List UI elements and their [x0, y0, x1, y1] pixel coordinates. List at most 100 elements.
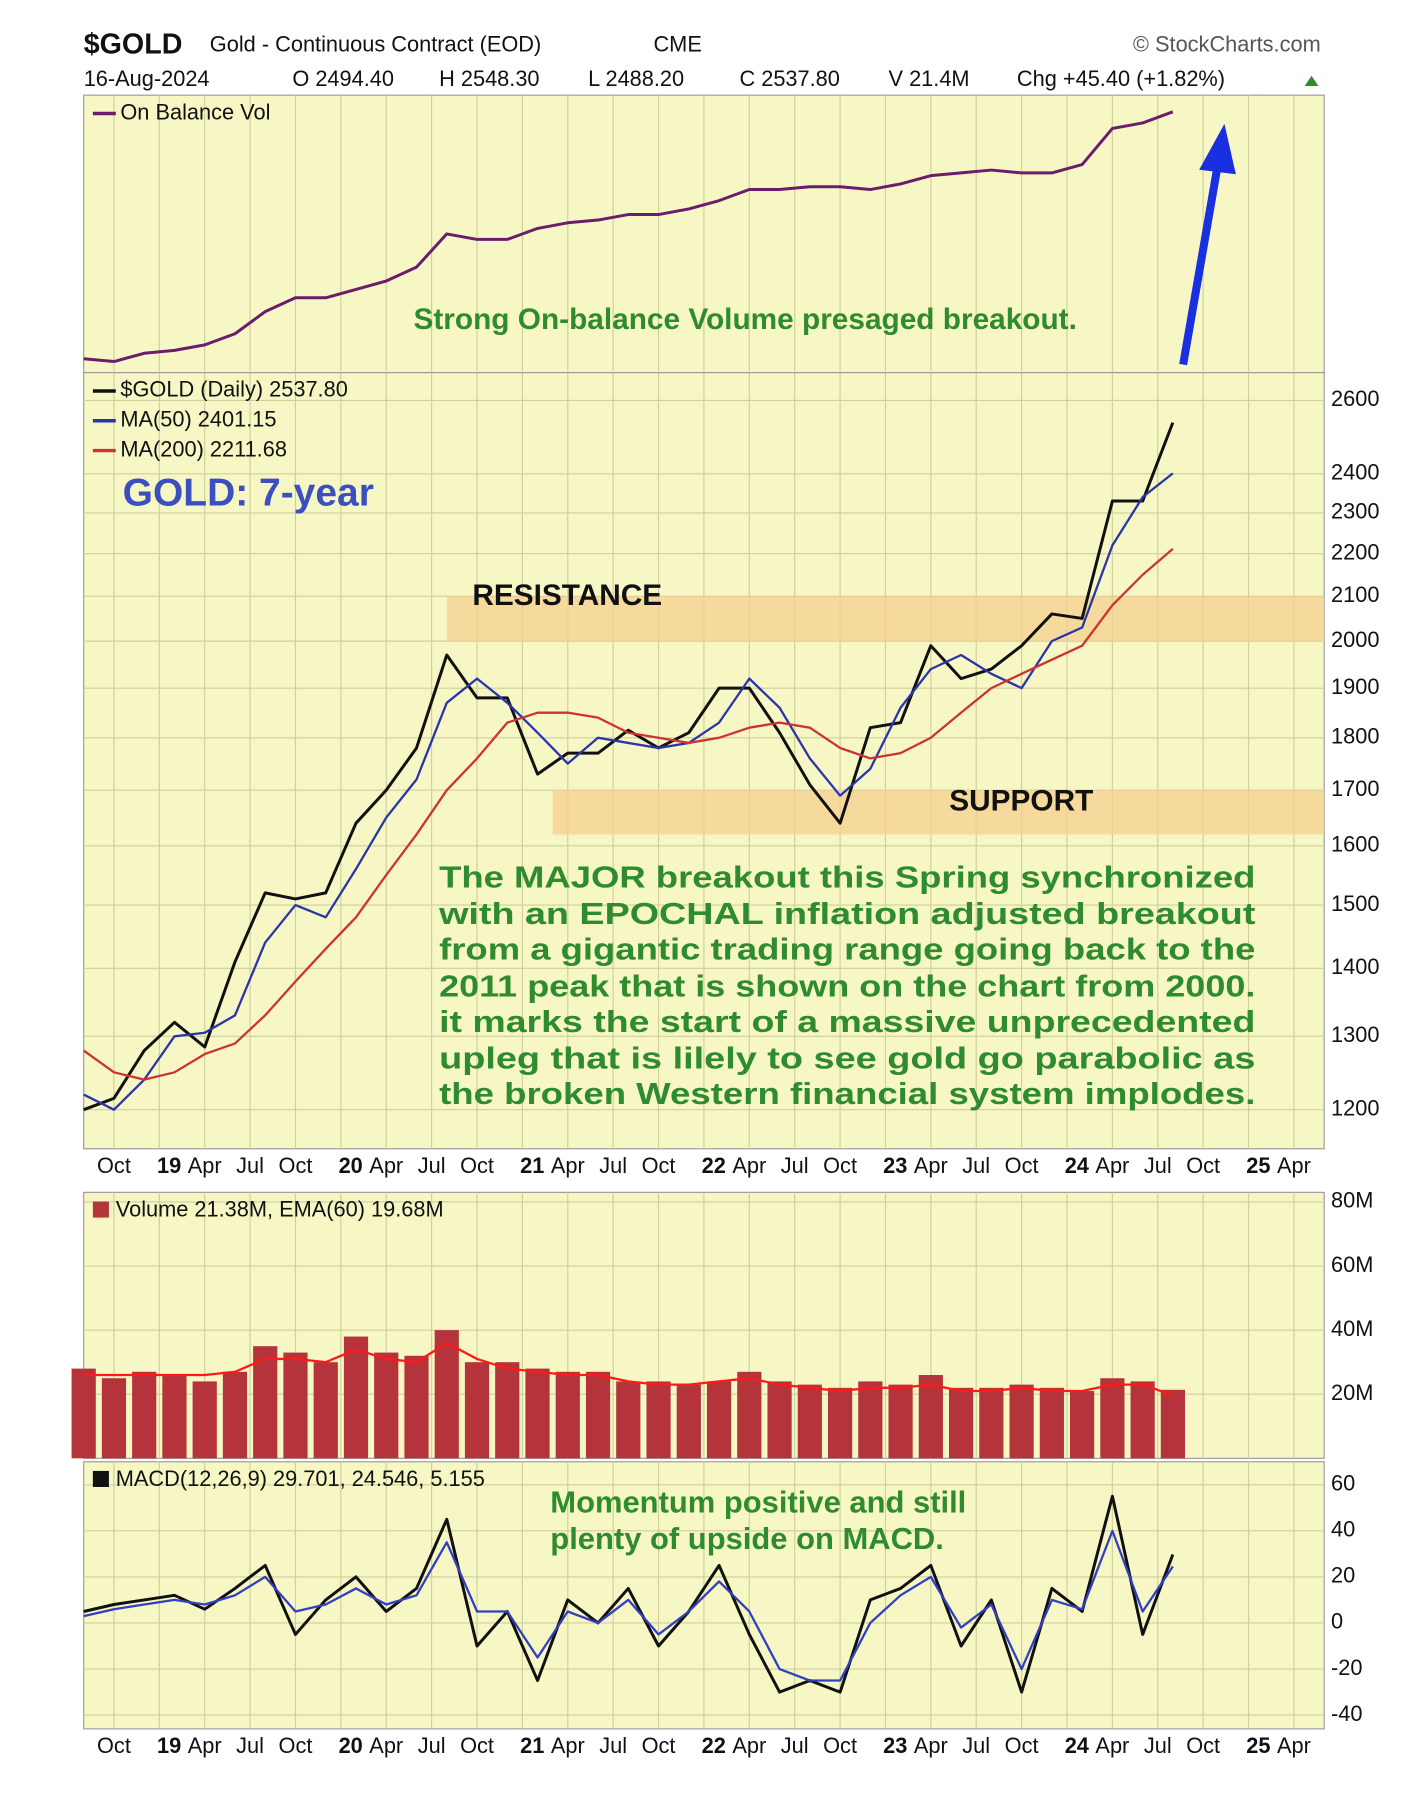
series-line: [83, 1529, 1174, 1682]
x-tick-label: Oct: [460, 1153, 494, 1178]
series-line: [83, 422, 1175, 1112]
series-line: [83, 110, 1174, 363]
date: 16-Aug-2024: [84, 66, 210, 91]
x-tick-label: Oct: [1005, 1153, 1039, 1178]
source: © StockCharts.com: [1133, 32, 1321, 57]
legend-label: On Balance Vol: [120, 99, 270, 124]
annotation: with an EPOCHAL inflation adjusted break…: [438, 896, 1255, 931]
y-tick-label: 40: [1331, 1517, 1355, 1542]
breakout-arrow: [1179, 123, 1236, 366]
x-tick-label: Apr: [369, 1733, 403, 1758]
legend-label: MACD(12,26,9) 29.701, 24.546, 5.155: [116, 1466, 485, 1491]
annotation: The MAJOR breakout this Spring synchroni…: [439, 860, 1255, 895]
x-tick-label: Apr: [732, 1153, 766, 1178]
volume-bar: [253, 1346, 278, 1459]
contract-name: Gold - Continuous Contract (EOD): [210, 32, 541, 57]
x-tick-label: Apr: [914, 1153, 948, 1178]
volume-bar: [827, 1387, 853, 1459]
annotation: plenty of upside on MACD.: [550, 1521, 944, 1556]
x-tick-label: 24: [1065, 1733, 1089, 1758]
volume-bar: [918, 1375, 943, 1459]
y-tick-label: -20: [1331, 1655, 1362, 1680]
symbol: $GOLD: [84, 28, 183, 60]
volume-bar: [343, 1336, 369, 1459]
series-line: [83, 1494, 1175, 1694]
volume-bar: [495, 1362, 520, 1459]
y-tick-label: 60M: [1331, 1252, 1373, 1277]
legend-label: MA(200) 2211.68: [120, 436, 287, 461]
volume-bar: [313, 1362, 338, 1459]
series-line: [83, 547, 1174, 1081]
y-tick-label: 0: [1331, 1609, 1343, 1634]
close: C 2537.80: [739, 66, 839, 91]
y-tick-label: 2300: [1331, 499, 1379, 524]
x-tick-label: Apr: [551, 1153, 585, 1178]
x-tick-label: 22: [702, 1153, 726, 1178]
volume-bar: [374, 1352, 399, 1459]
volume-bar: [616, 1381, 641, 1459]
volume-bar: [737, 1371, 762, 1459]
y-tick-label: 1600: [1331, 832, 1379, 857]
volume-bar: [888, 1384, 913, 1459]
volume-bar: [1009, 1384, 1034, 1459]
annotation: upleg that is lilely to see gold go para…: [439, 1041, 1255, 1076]
annotation: Momentum positive and still: [550, 1484, 966, 1519]
annotation: from a gigantic trading range going back…: [439, 932, 1255, 967]
x-tick-label: Jul: [962, 1153, 990, 1178]
y-tick-label: 1500: [1331, 891, 1379, 916]
plot-area: On Balance Vol Strong On-balance Volume p…: [71, 94, 1379, 1758]
x-tick-label: Oct: [460, 1733, 494, 1758]
legend-label: MA(50) 2401.15: [120, 407, 276, 432]
y-tick-label: 1200: [1331, 1095, 1379, 1120]
volume-bar: [706, 1381, 732, 1459]
x-tick-label: Jul: [781, 1153, 809, 1178]
volume-bar: [1160, 1389, 1185, 1459]
volume-bar: [192, 1381, 217, 1459]
y-tick-label: 1400: [1331, 954, 1379, 979]
x-tick-label: Oct: [823, 1153, 857, 1178]
x-tick-label: Oct: [279, 1733, 313, 1758]
x-tick-label: Jul: [418, 1153, 446, 1178]
x-tick-label: Oct: [279, 1153, 313, 1178]
volume-bar: [1130, 1381, 1155, 1459]
annotation: the broken Western financial system impl…: [439, 1076, 1255, 1111]
low: L 2488.20: [588, 66, 684, 91]
volume-bar: [797, 1384, 822, 1459]
volume-bar: [525, 1368, 550, 1459]
volume-bar: [858, 1381, 883, 1459]
x-tick-label: 23: [883, 1733, 907, 1758]
x-tick-label: 21: [520, 1153, 544, 1178]
x-tick-label: Apr: [188, 1733, 222, 1758]
y-tick-label: 2200: [1331, 539, 1379, 564]
arrow-shaft: [1179, 165, 1222, 366]
x-tick-label: Oct: [1186, 1733, 1220, 1758]
x-tick-label: 22: [702, 1733, 726, 1758]
x-tick-label: Oct: [97, 1733, 131, 1758]
y-tick-label: 20M: [1331, 1380, 1373, 1405]
x-tick-label: 25: [1246, 1153, 1270, 1178]
volume-bar: [948, 1387, 974, 1459]
annotation: it marks the start of a massive unpreced…: [439, 1004, 1255, 1039]
volume-bar: [555, 1371, 580, 1459]
x-tick-label: Jul: [962, 1733, 990, 1758]
volume-bar: [646, 1381, 671, 1459]
open: O 2494.40: [292, 66, 394, 91]
zone: [552, 790, 1325, 835]
high: H 2548.30: [439, 66, 539, 91]
y-tick-label: 2400: [1331, 460, 1379, 485]
volume-bar: [283, 1352, 308, 1459]
y-tick-label: 20: [1331, 1563, 1355, 1588]
zone: [446, 596, 1325, 642]
x-tick-label: 24: [1065, 1153, 1089, 1178]
x-tick-label: Apr: [1095, 1153, 1129, 1178]
volume-bar: [162, 1375, 187, 1459]
arrow-head: [1199, 123, 1236, 175]
y-tick-label: 60: [1331, 1471, 1355, 1496]
legend-label: $GOLD (Daily) 2537.80: [120, 377, 347, 402]
volume-bar: [101, 1378, 127, 1459]
volume-bar: [1070, 1391, 1095, 1459]
volume-bar: [132, 1371, 157, 1459]
y-tick-label: 2100: [1331, 582, 1379, 607]
